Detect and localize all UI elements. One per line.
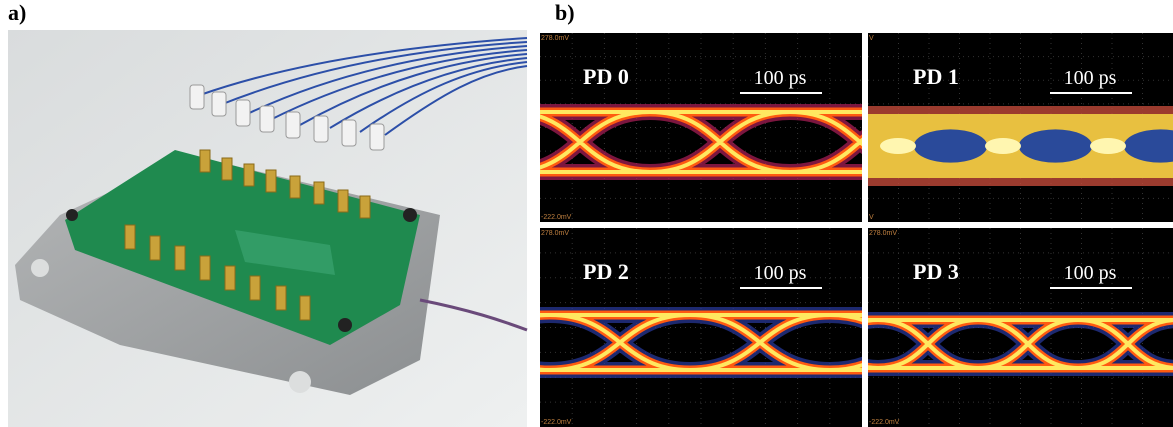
scope-bottom-label: -222.0mV (869, 419, 900, 426)
detector-name: PD 1 (913, 64, 959, 89)
scope-top-label: 278.0mV (869, 230, 897, 237)
scope-bottom-label: -222.0mV (541, 419, 572, 426)
eye-crossing (985, 138, 1021, 154)
panel-label: b) (555, 0, 575, 25)
scope-top-label: 278.0mV (541, 230, 569, 237)
detector-name: PD 3 (913, 259, 959, 284)
photo (8, 30, 527, 427)
panel-label: a) (8, 0, 26, 25)
figure: a) b) 27 (0, 0, 1173, 427)
detector-name: PD 2 (583, 259, 629, 284)
scope-top-label: 278.0mV (541, 35, 569, 42)
eye-crossing (1090, 138, 1126, 154)
eye-crossing (880, 138, 916, 154)
time-scale: 100 ps (754, 67, 807, 89)
time-scale: 100 ps (1064, 67, 1117, 89)
time-scale: 100 ps (754, 262, 807, 284)
detector-name: PD 0 (583, 64, 629, 89)
scope-top-label: V (869, 35, 874, 42)
eye-opening (1019, 129, 1093, 162)
scope-bottom-label: V (869, 214, 874, 221)
scope-bottom-label: -222.0mV (541, 214, 572, 221)
eye-opening (914, 129, 988, 162)
eye-panel: V V PD 1 100 ps (868, 33, 1173, 222)
time-scale: 100 ps (1064, 262, 1117, 284)
